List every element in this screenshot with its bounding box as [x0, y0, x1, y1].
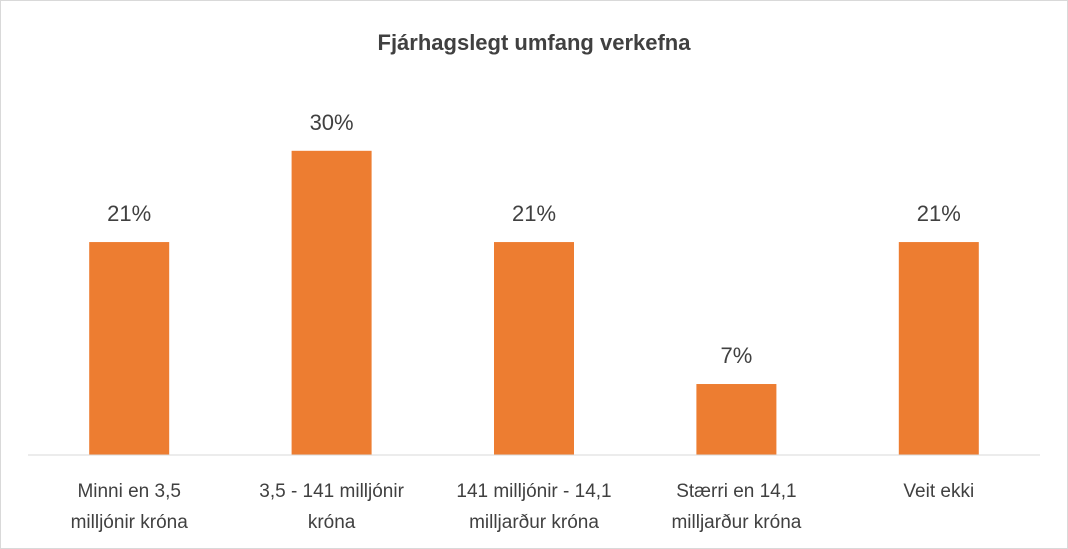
bars-group: 21% Minni en 3,5 milljónir króna 30% 3,5 - 1…	[71, 110, 979, 533]
category-label-1: Minni en 3,5 milljónir króna	[71, 481, 189, 533]
category-label-line: króna	[308, 512, 356, 533]
chart-title: Fjárhagslegt umfang verkefna	[378, 30, 692, 55]
category-label-3: 141 milljónir - 14,1 milljarður króna	[456, 481, 611, 533]
bar-1	[89, 242, 170, 455]
category-label-line: 3,5 - 141 milljónir	[259, 481, 404, 502]
category-label-line: Minni en 3,5	[77, 481, 181, 502]
data-label-2: 30%	[310, 110, 354, 135]
data-label-4: 7%	[721, 343, 753, 368]
category-label-5: Veit ekki	[903, 481, 974, 502]
data-label-5: 21%	[917, 201, 961, 226]
category-label-4: Stærri en 14,1 milljarður króna	[671, 481, 801, 533]
bar-5	[898, 242, 979, 455]
bar-2	[291, 150, 372, 456]
bar-3	[494, 242, 574, 455]
category-label-line: Stærri en 14,1	[676, 481, 796, 502]
category-label-line: Veit ekki	[903, 481, 974, 502]
data-label-3: 21%	[512, 201, 556, 226]
data-label-1: 21%	[107, 201, 151, 226]
category-label-line: milljónir króna	[71, 512, 189, 533]
category-label-line: 141 milljónir - 14,1	[456, 481, 611, 502]
category-label-line: milljarður króna	[671, 512, 801, 533]
category-label-2: 3,5 - 141 milljónir króna	[259, 481, 404, 533]
bar-4	[696, 384, 777, 455]
category-label-line: milljarður króna	[469, 512, 599, 533]
